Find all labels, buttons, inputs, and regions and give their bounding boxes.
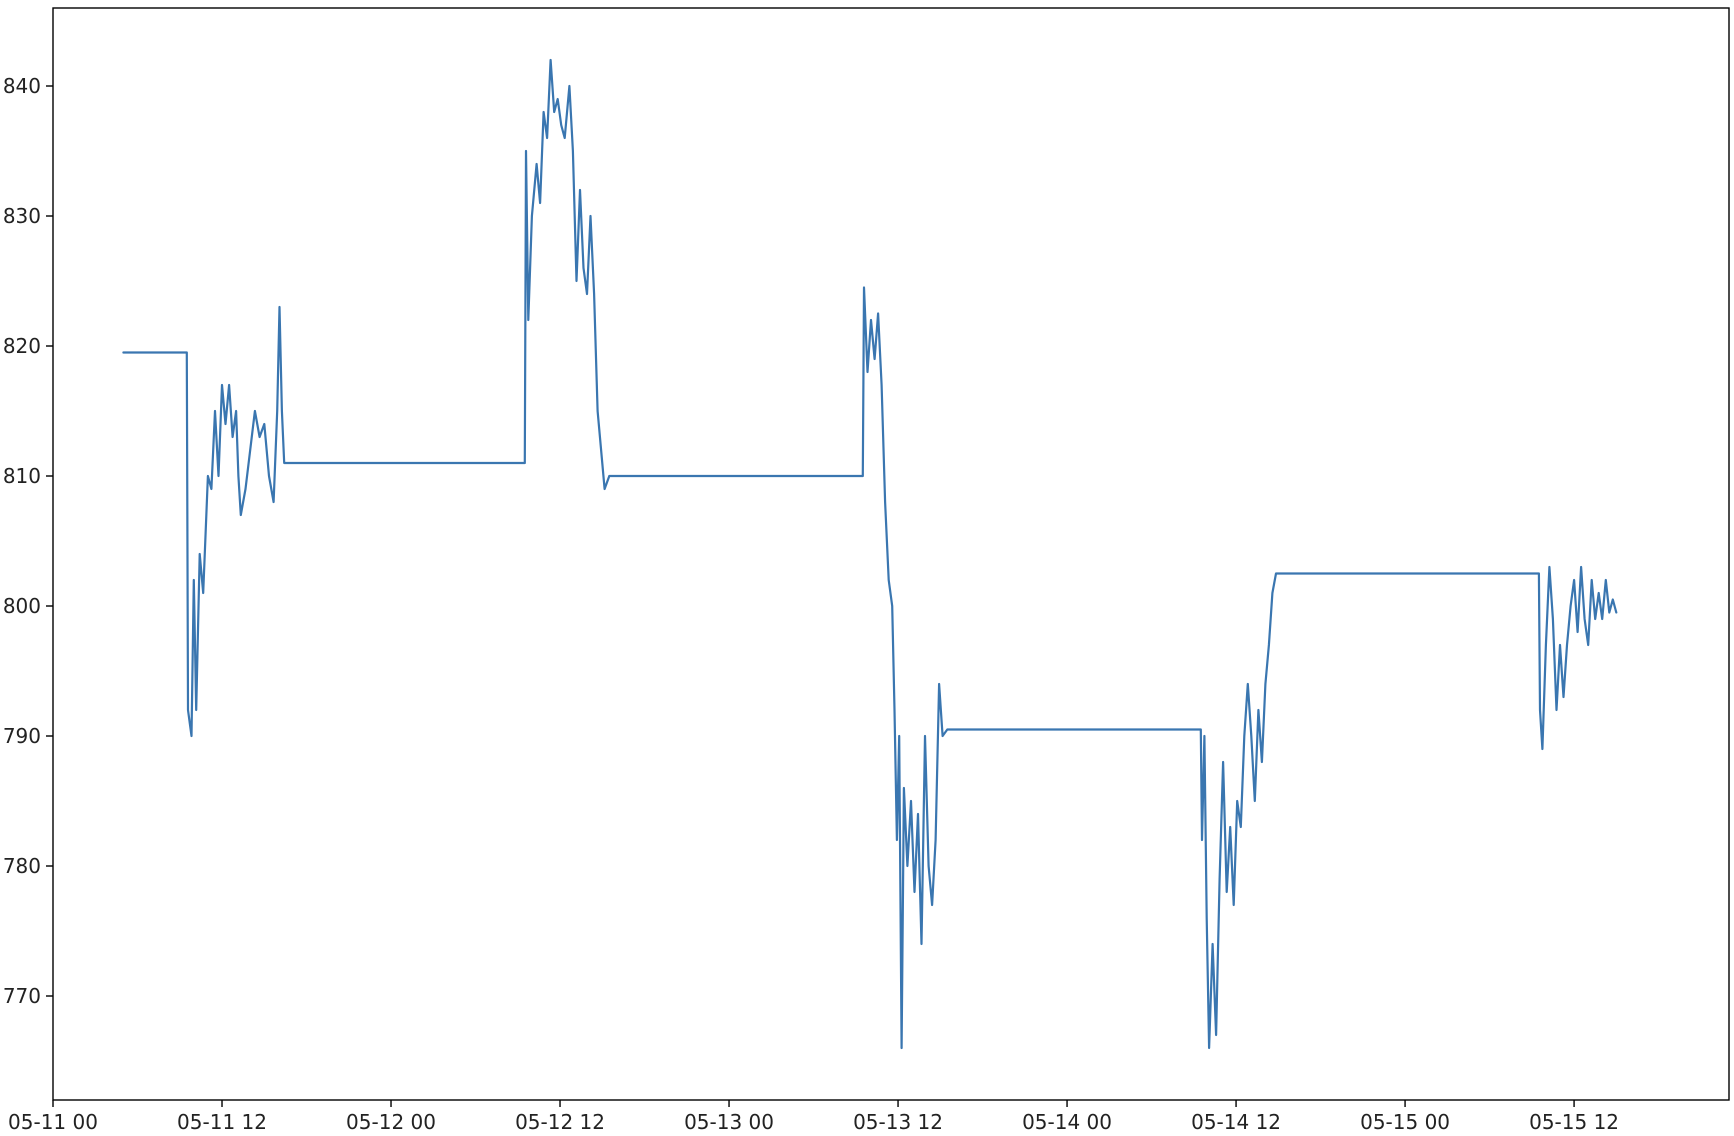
plot-frame xyxy=(52,7,1730,1101)
y-tick-label: 770 xyxy=(3,984,41,1008)
y-tick-label: 810 xyxy=(3,464,41,488)
x-tick-label: 05-12 12 xyxy=(515,1110,605,1134)
x-tick-label: 05-14 12 xyxy=(1191,1110,1281,1134)
x-tick-label: 05-11 00 xyxy=(8,1110,98,1134)
series-line xyxy=(122,58,1618,1050)
y-tick-label: 840 xyxy=(3,74,41,98)
x-tick-label: 05-12 00 xyxy=(346,1110,436,1134)
y-tick-label: 800 xyxy=(3,594,41,618)
x-axis: 05-11 00 05-11 12 05-12 00 05-12 12 05-13 00… xyxy=(8,1100,1619,1134)
x-tick-label: 05-15 00 xyxy=(1360,1110,1450,1134)
y-tick-label: 790 xyxy=(3,724,41,748)
x-tick-label: 05-11 12 xyxy=(177,1110,267,1134)
y-axis: 770 780 790 800 810 820 830 840 xyxy=(3,74,53,1008)
x-tick-label: 05-14 00 xyxy=(1022,1110,1112,1134)
y-tick-label: 820 xyxy=(3,334,41,358)
x-tick-label: 05-15 12 xyxy=(1529,1110,1619,1134)
x-tick-label: 05-13 00 xyxy=(684,1110,774,1134)
x-tick-label: 05-13 12 xyxy=(853,1110,943,1134)
y-tick-label: 780 xyxy=(3,854,41,878)
series-layer xyxy=(122,58,1618,1050)
y-tick-label: 830 xyxy=(3,204,41,228)
